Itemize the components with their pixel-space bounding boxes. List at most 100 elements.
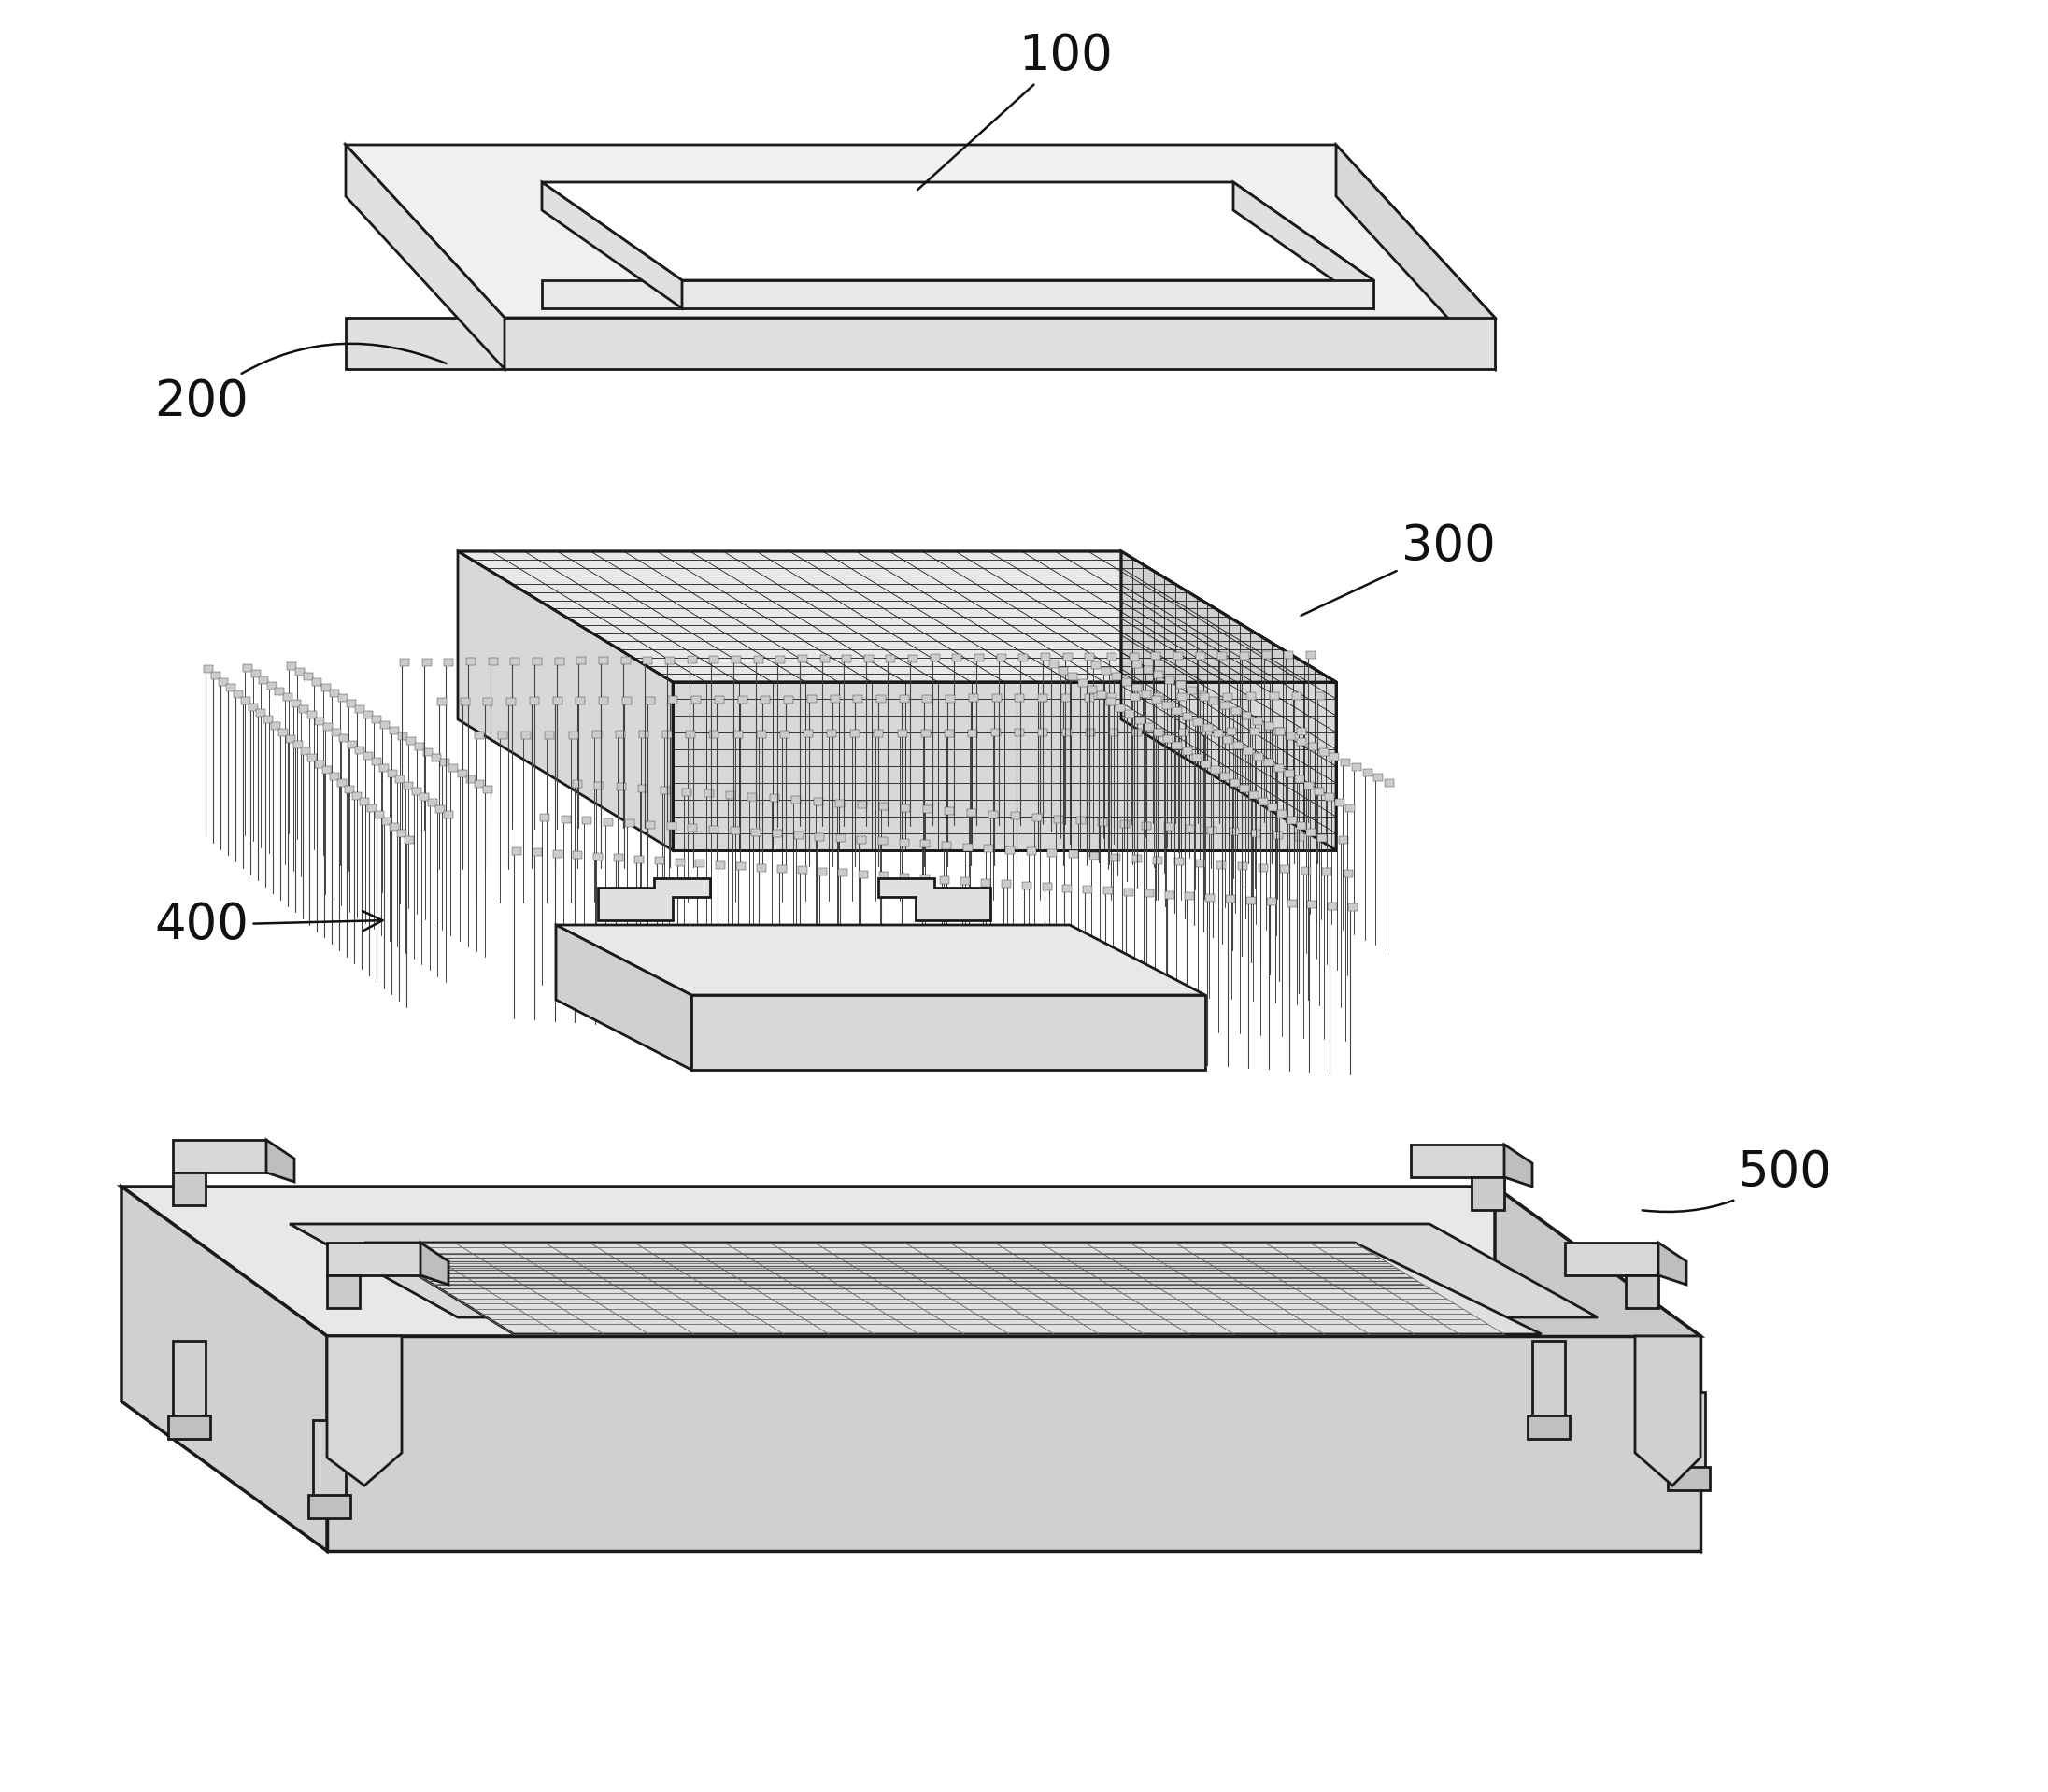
Polygon shape	[1239, 652, 1249, 659]
Polygon shape	[819, 656, 829, 663]
Polygon shape	[428, 799, 436, 806]
Polygon shape	[1343, 869, 1354, 878]
Polygon shape	[172, 1340, 205, 1434]
Polygon shape	[270, 722, 281, 729]
Polygon shape	[1300, 867, 1311, 874]
Polygon shape	[1180, 728, 1188, 737]
Polygon shape	[1135, 717, 1145, 724]
Polygon shape	[324, 767, 332, 774]
Polygon shape	[797, 867, 807, 874]
Polygon shape	[1251, 830, 1262, 837]
Polygon shape	[1241, 711, 1251, 720]
Polygon shape	[328, 1337, 401, 1486]
Polygon shape	[352, 792, 362, 799]
Polygon shape	[807, 695, 817, 702]
Polygon shape	[338, 695, 348, 702]
Polygon shape	[969, 695, 979, 702]
Polygon shape	[328, 1276, 360, 1308]
Polygon shape	[850, 729, 860, 737]
Polygon shape	[582, 817, 592, 824]
Polygon shape	[307, 754, 317, 762]
Polygon shape	[1208, 826, 1217, 833]
Polygon shape	[569, 731, 578, 738]
Polygon shape	[459, 552, 1335, 683]
Polygon shape	[731, 828, 739, 835]
Polygon shape	[795, 831, 803, 839]
Polygon shape	[672, 683, 1335, 849]
Polygon shape	[299, 706, 309, 713]
Polygon shape	[748, 792, 758, 801]
Polygon shape	[1143, 823, 1151, 830]
Polygon shape	[274, 688, 285, 695]
Polygon shape	[475, 731, 483, 738]
Polygon shape	[1042, 883, 1051, 891]
Polygon shape	[1128, 652, 1139, 659]
Polygon shape	[283, 694, 293, 701]
Polygon shape	[332, 729, 340, 737]
Polygon shape	[383, 817, 391, 824]
Polygon shape	[1634, 1337, 1700, 1486]
Polygon shape	[709, 656, 719, 663]
Polygon shape	[696, 860, 705, 867]
Polygon shape	[1352, 763, 1362, 771]
Polygon shape	[1374, 774, 1382, 781]
Polygon shape	[1098, 819, 1108, 826]
Polygon shape	[616, 731, 625, 738]
Polygon shape	[1315, 692, 1325, 701]
Polygon shape	[553, 849, 561, 858]
Polygon shape	[348, 740, 356, 747]
Polygon shape	[457, 771, 467, 778]
Polygon shape	[406, 738, 416, 745]
Polygon shape	[1231, 780, 1239, 787]
Polygon shape	[676, 858, 684, 866]
Polygon shape	[1217, 860, 1227, 869]
Text: 200: 200	[154, 344, 446, 426]
Polygon shape	[543, 280, 1374, 308]
Polygon shape	[940, 876, 950, 883]
Polygon shape	[1264, 722, 1274, 729]
Polygon shape	[1284, 771, 1294, 778]
Polygon shape	[354, 706, 365, 713]
Polygon shape	[817, 867, 827, 876]
Polygon shape	[645, 697, 655, 704]
Polygon shape	[543, 183, 1374, 280]
Polygon shape	[952, 654, 963, 661]
Polygon shape	[1174, 742, 1182, 749]
Polygon shape	[375, 810, 385, 819]
Polygon shape	[578, 658, 586, 665]
Polygon shape	[309, 1495, 350, 1518]
Polygon shape	[121, 1186, 1700, 1337]
Polygon shape	[330, 690, 338, 697]
Polygon shape	[666, 656, 674, 665]
Polygon shape	[436, 805, 444, 812]
Polygon shape	[1155, 729, 1165, 737]
Polygon shape	[121, 1186, 328, 1550]
Polygon shape	[752, 828, 760, 837]
Polygon shape	[211, 672, 221, 679]
Polygon shape	[1038, 729, 1049, 737]
Polygon shape	[793, 796, 801, 803]
Polygon shape	[168, 1416, 211, 1439]
Polygon shape	[1327, 901, 1337, 910]
Polygon shape	[1227, 896, 1235, 903]
Polygon shape	[1098, 692, 1106, 699]
Polygon shape	[1212, 729, 1223, 738]
Polygon shape	[942, 842, 950, 849]
Polygon shape	[360, 797, 369, 806]
Polygon shape	[1221, 772, 1231, 780]
Polygon shape	[1325, 794, 1335, 801]
Polygon shape	[682, 788, 692, 796]
Polygon shape	[293, 742, 303, 749]
Polygon shape	[760, 695, 770, 702]
Polygon shape	[264, 715, 272, 724]
Polygon shape	[737, 695, 748, 704]
Polygon shape	[287, 663, 297, 670]
Polygon shape	[1247, 896, 1255, 905]
Polygon shape	[1083, 885, 1092, 892]
Polygon shape	[1174, 652, 1184, 659]
Polygon shape	[598, 697, 608, 704]
Polygon shape	[545, 731, 555, 738]
Polygon shape	[1335, 799, 1346, 806]
Polygon shape	[1296, 728, 1307, 735]
Polygon shape	[1659, 1242, 1686, 1285]
